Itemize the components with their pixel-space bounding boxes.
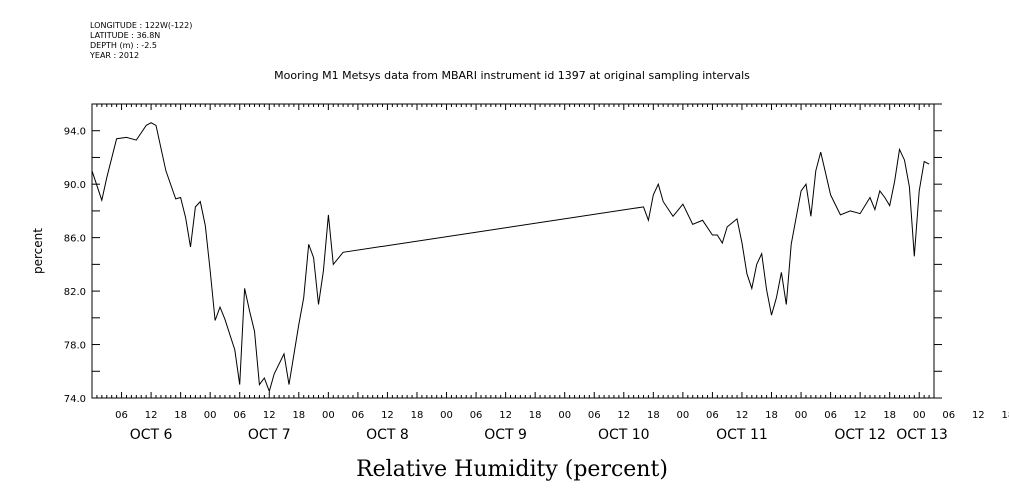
x-hour-label: 18 [1001,410,1009,421]
x-hour-label: 12 [736,410,749,421]
y-tick-label: 78.0 [64,341,86,352]
y-axis-label: percent [31,228,45,274]
x-hour-label: 12 [499,410,512,421]
x-hour-label: 00 [204,410,217,421]
metadata-block: LONGITUDE : 122W(-122) LATITUDE : 36.8N … [89,21,192,60]
x-hour-labels: 06 12 18 00 06 12 18 00 06 12 18 00 06 12 18 00 06 12 18 00… [115,410,1009,421]
x-hour-label: 06 [942,410,955,421]
x-hour-label: 06 [470,410,483,421]
plot-frame [91,103,935,399]
x-hour-label: 18 [292,410,305,421]
x-day-label: OCT 12 [834,427,886,443]
x-hour-label: 00 [795,410,808,421]
x-hour-label: 00 [913,410,926,421]
x-day-labels: OCT 6 OCT 7 OCT 8 OCT 9 OCT 10 OCT 11 OCT 12 OC… [130,427,948,443]
meta-depth: DEPTH (m) : -2.5 [90,41,157,50]
x-hour-label: 18 [411,410,424,421]
y-tick-labels: 74.0 78.0 82.0 86.0 90.0 94.0 [64,127,86,405]
x-hour-label: 06 [115,410,128,421]
x-day-label: OCT 13 [896,427,948,443]
y-tick-label: 74.0 [64,394,86,405]
x-day-label: OCT 10 [598,427,650,443]
x-hour-label: 18 [883,410,896,421]
meta-longitude: LONGITUDE : 122W(-122) [90,21,192,30]
x-hour-label: 06 [233,410,246,421]
x-hour-label: 12 [854,410,867,421]
meta-latitude: LATITUDE : 36.8N [90,31,160,40]
y-tick-label: 90.0 [64,180,86,191]
x-hour-label: 18 [647,410,660,421]
x-hour-label: 18 [765,410,778,421]
y-tick-label: 86.0 [64,234,86,245]
x-hour-label: 18 [174,410,187,421]
x-axis-title: Relative Humidity (percent) [356,457,668,482]
meta-year: YEAR : 2012 [89,51,139,60]
x-hour-label: 12 [617,410,630,421]
x-hour-label: 18 [529,410,542,421]
x-hour-label: 12 [263,410,276,421]
x-hour-label: 06 [352,410,365,421]
x-hour-label: 12 [972,410,985,421]
x-day-label: OCT 7 [248,427,291,443]
x-hour-label: 06 [706,410,719,421]
y-tick-label: 82.0 [64,287,86,298]
axis-ticks [91,103,942,399]
x-hour-label: 00 [677,410,690,421]
x-hour-label: 06 [588,410,601,421]
chart-title: Mooring M1 Metsys data from MBARI instru… [274,69,750,82]
x-hour-label: 06 [824,410,837,421]
x-hour-label: 00 [322,410,335,421]
x-hour-label: 12 [381,410,394,421]
x-day-label: OCT 9 [484,427,527,443]
x-hour-label: 12 [145,410,158,421]
x-hour-label: 00 [440,410,453,421]
x-day-label: OCT 11 [716,427,768,443]
x-hour-label: 00 [558,410,571,421]
y-tick-label: 94.0 [64,127,86,138]
humidity-series-line [91,122,930,393]
x-day-label: OCT 8 [366,427,409,443]
x-day-label: OCT 6 [130,427,173,443]
